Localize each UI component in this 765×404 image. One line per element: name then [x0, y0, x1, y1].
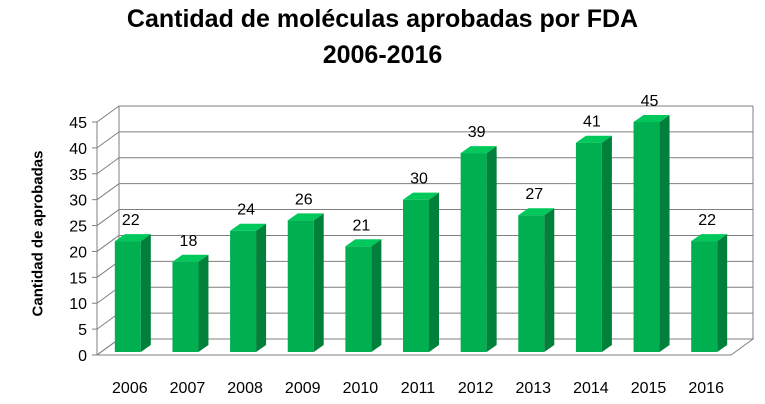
bar-side-2013	[544, 208, 555, 352]
y-tick-label-40: 40	[69, 141, 87, 158]
bar-top-2009	[287, 213, 324, 221]
bar-2012	[460, 153, 487, 352]
bar-top-2015	[633, 115, 670, 122]
bar-side-2007	[198, 254, 209, 352]
y-tick-label-5: 5	[78, 322, 87, 339]
x-tick-label-2008: 2008	[227, 380, 263, 397]
data-label-2011: 30	[410, 171, 428, 188]
y-tick-label-25: 25	[69, 219, 87, 236]
bar-side-2008	[256, 223, 267, 352]
x-tick-label-2009: 2009	[285, 380, 321, 397]
bar-top-2014	[575, 135, 612, 143]
y-tick-label-35: 35	[69, 167, 87, 184]
bar-2007	[172, 261, 199, 352]
y-tick-label-30: 30	[69, 193, 87, 210]
chart-subtitle: 2006-2016	[322, 41, 443, 69]
bar-side-2006	[140, 234, 151, 352]
bar-side-2010	[371, 239, 382, 352]
bar-top-2011	[403, 192, 439, 200]
bar-side-2015	[659, 115, 670, 352]
bar-side-2012	[486, 146, 497, 352]
bar-2011	[403, 199, 429, 352]
data-label-2015: 45	[641, 93, 659, 110]
x-tick-label-2011: 2011	[401, 380, 436, 397]
bar-top-2008	[230, 223, 267, 231]
bar-top-2006	[114, 234, 151, 242]
gridline-side-45	[96, 105, 120, 123]
x-tick-label-2007: 2007	[170, 380, 206, 397]
x-tick-label-2010: 2010	[343, 380, 379, 397]
gridline-side-25	[96, 209, 120, 226]
gridline-side-30	[96, 183, 120, 201]
y-tick-label-10: 10	[69, 296, 87, 313]
data-label-2013: 27	[525, 186, 543, 203]
bar-top-2016	[691, 234, 728, 242]
data-label-2012: 39	[468, 124, 486, 141]
gridline-side-20	[96, 235, 120, 252]
bar-2008	[230, 230, 257, 352]
bar-top-2007	[172, 254, 209, 262]
bar-side-2016	[717, 234, 728, 352]
bar-2013	[518, 215, 545, 352]
chart-floor	[95, 338, 755, 356]
x-tick-label-2006: 2006	[112, 380, 148, 397]
x-tick-label-2013: 2013	[515, 380, 551, 397]
data-label-2007: 18	[180, 233, 198, 250]
bar-top-2010	[345, 239, 382, 247]
data-label-2006: 22	[122, 212, 140, 229]
x-tick-label-2016: 2016	[688, 380, 724, 397]
gridline-side-35	[96, 157, 120, 175]
bar-2015	[633, 122, 660, 352]
bar-side-2014	[601, 135, 612, 352]
bar-2009	[287, 220, 314, 352]
gridline-side-40	[96, 131, 120, 149]
data-label-2010: 21	[352, 217, 370, 234]
x-tick-label-2014: 2014	[573, 380, 609, 397]
y-tick-label-45: 45	[69, 115, 87, 132]
y-tick-label-15: 15	[69, 270, 87, 287]
data-label-2014: 41	[583, 114, 601, 131]
chart-title: Cantidad de moléculas aprobadas por FDA	[126, 5, 639, 33]
data-label-2008: 24	[237, 202, 255, 219]
bar-2014	[575, 142, 602, 352]
bar-top-2012	[460, 146, 497, 154]
x-tick-label-2012: 2012	[458, 380, 494, 397]
bar-side-2011	[429, 192, 439, 352]
y-tick-label-0: 0	[78, 348, 87, 365]
bar-side-2009	[313, 213, 324, 352]
bar-2016	[691, 241, 718, 352]
x-tick-label-2015: 2015	[631, 380, 667, 397]
y-tick-label-20: 20	[69, 244, 87, 261]
bar-top-2013	[518, 208, 555, 216]
bar-2006	[114, 241, 141, 352]
data-label-2016: 22	[698, 212, 716, 229]
bar-2010	[345, 246, 372, 352]
data-label-2009: 26	[295, 191, 313, 208]
